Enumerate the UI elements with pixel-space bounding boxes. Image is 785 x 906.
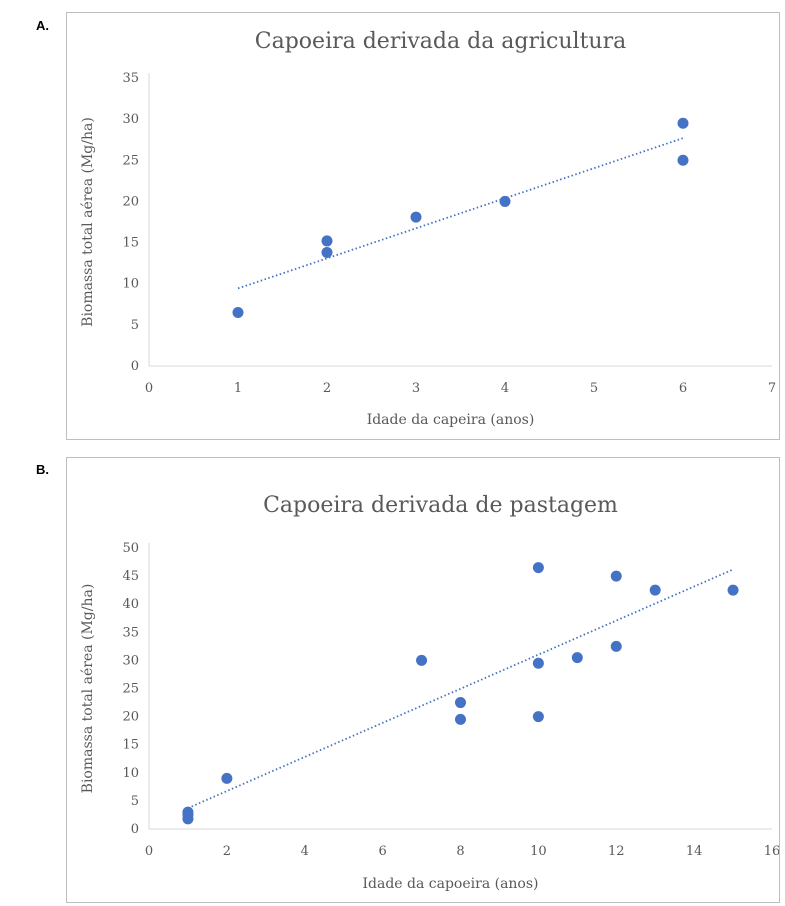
data-point [321,235,333,247]
y-tick-label: 30 [122,112,139,127]
y-tick-label: 25 [122,682,139,697]
trendline [237,137,684,290]
x-tick-label: 0 [145,844,153,859]
chart-b: Capoeira derivada de pastagem05101520253… [80,493,779,892]
x-tick-label: 4 [301,844,309,859]
data-point [532,711,544,723]
data-point [455,713,466,725]
x-tick-label: 14 [686,844,703,859]
x-tick-label: 4 [501,381,509,396]
chart-title: Capoeira derivada da agricultura [255,29,626,54]
data-point [232,307,244,319]
data-point [571,652,583,664]
chart-b-frame: Capoeira derivada de pastagem 0 5 10 15 20 25 3… [66,457,780,903]
y-tick-label: 0 [131,822,139,837]
chart-a: Capoeira derivada da agricultura05101520… [80,29,776,428]
data-point [649,584,661,596]
data-point [677,154,689,166]
y-tick-label: 5 [131,794,139,809]
y-tick-label: 0 [131,359,139,374]
trendline [187,568,734,809]
y-tick-label: 10 [122,277,139,292]
data-point [182,813,194,825]
data-point [410,211,422,223]
data-point [532,657,544,669]
x-tick-label: 2 [323,381,331,396]
data-point [416,654,428,666]
chart-a-frame: Capoeira derivada da agricultura 0 5 10 15 20… [66,12,780,440]
data-point [610,570,622,582]
x-tick-label: 16 [764,844,779,859]
x-tick-label: 7 [768,381,776,396]
y-tick-label: 50 [122,541,139,556]
y-tick-label: 20 [122,194,139,209]
data-point [221,772,233,784]
y-tick-label: 25 [122,153,139,168]
data-point [677,117,689,129]
x-tick-label: 8 [456,844,464,859]
y-tick-label: 15 [122,236,139,251]
x-tick-label: 1 [234,381,242,396]
y-tick-label: 5 [131,318,139,333]
data-point [499,195,511,207]
x-tick-label: 6 [679,381,687,396]
y-tick-label: 15 [122,738,139,753]
y-tick-label: 20 [122,710,139,725]
x-axis-label: Idade da capeira (anos) [367,412,535,428]
y-axis-label: Biomassa total aérea (Mg/ha) [80,584,96,794]
y-axis-label: Biomassa total aérea (Mg/ha) [80,117,96,327]
data-point [610,640,622,652]
panel-a-label: A. [36,18,49,33]
x-tick-label: 10 [530,844,547,859]
data-point [727,584,739,596]
data-point [455,697,466,709]
y-tick-label: 10 [122,766,139,781]
x-tick-label: 5 [590,381,598,396]
y-tick-label: 30 [122,653,139,668]
x-tick-label: 12 [608,844,625,859]
x-tick-label: 3 [412,381,420,396]
y-tick-label: 35 [122,625,139,640]
x-tick-label: 2 [223,844,231,859]
data-point [321,246,333,258]
data-point [532,562,544,574]
panel-b-label: B. [36,462,49,477]
y-tick-label: 35 [122,71,139,86]
y-tick-label: 40 [122,597,139,612]
x-axis-label: Idade da capoeira (anos) [362,876,538,892]
x-tick-label: 6 [378,844,386,859]
x-tick-label: 0 [145,381,153,396]
chart-title: Capoeira derivada de pastagem [263,493,618,518]
y-tick-label: 45 [122,569,139,584]
